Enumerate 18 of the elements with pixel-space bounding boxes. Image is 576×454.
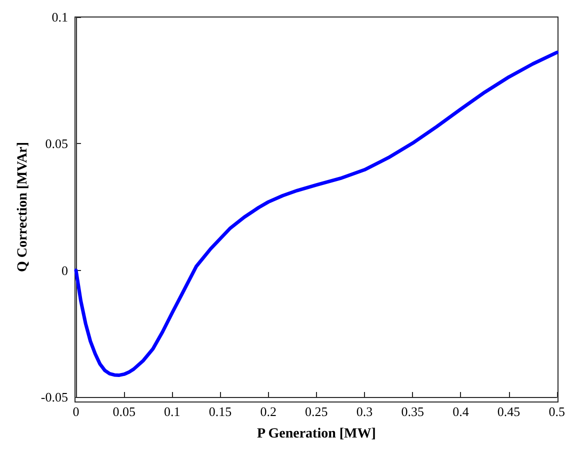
- y-axis-title: Q Correction [MVAr]: [16, 142, 30, 272]
- x-tick-label: 0.25: [305, 404, 328, 419]
- y-tick-label: -0.05: [40, 390, 68, 404]
- x-tick-label: 0.05: [112, 404, 136, 419]
- x-tick-label: 0.4: [452, 404, 470, 419]
- x-tick-label: 0.3: [356, 404, 373, 419]
- x-tick-label: 0.35: [401, 404, 424, 419]
- x-tick-label: 0.5: [548, 404, 565, 419]
- x-tick-label: 0.2: [260, 404, 276, 419]
- y-tick-label: 0: [61, 262, 68, 278]
- x-tick-label: 0.15: [208, 404, 232, 419]
- x-tick-label: 0.45: [497, 404, 520, 419]
- x-axis-title: P Generation [MW]: [256, 426, 376, 442]
- line-series: [74, 50, 559, 377]
- y-tick-label: 0.1: [52, 10, 68, 24]
- x-tick-label: 0: [72, 404, 80, 419]
- y-tick-label: 0.05: [45, 136, 68, 152]
- x-tick-label: 0.1: [164, 404, 180, 419]
